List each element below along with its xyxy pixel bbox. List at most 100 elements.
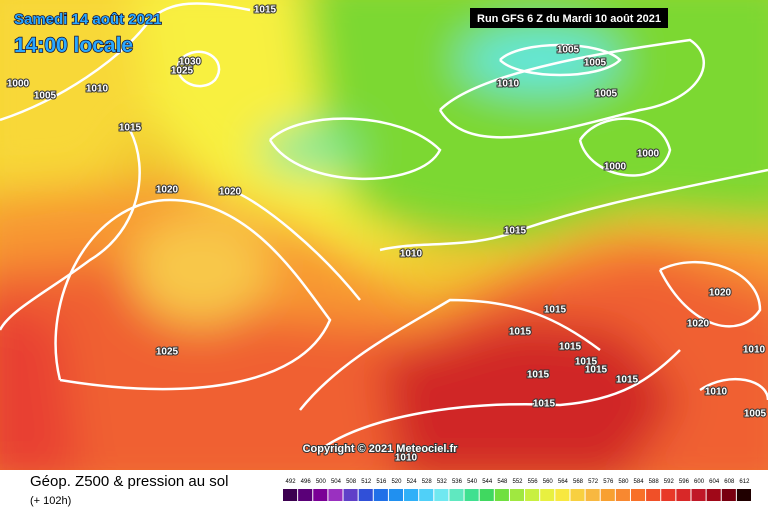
scale-swatch [540, 489, 555, 501]
scale-label: 512 [361, 479, 372, 485]
scale-label: 540 [467, 479, 478, 485]
scale-label: 612 [739, 479, 750, 485]
scale-label: 520 [391, 479, 402, 485]
isobar-label: 1010 [86, 84, 109, 95]
scale-label: 524 [407, 479, 418, 485]
isobar-label: 1015 [504, 226, 527, 237]
isobar-label: 1010 [743, 345, 766, 356]
scale-swatch [646, 489, 661, 501]
scale-label: 516 [376, 479, 387, 485]
scale-swatch [343, 489, 358, 501]
scale-swatch [298, 489, 313, 501]
isobar-label: 1010 [497, 79, 520, 90]
scale-swatch [585, 489, 600, 501]
isobar-label: 1005 [584, 58, 607, 69]
isobar-label: 1015 [533, 399, 556, 410]
scale-label: 552 [512, 479, 523, 485]
scale-swatch [283, 489, 298, 501]
scale-label: 496 [301, 479, 312, 485]
scale-label: 572 [588, 479, 599, 485]
isobar-label: 1000 [604, 162, 627, 173]
scale-swatch [479, 489, 494, 501]
scale-swatch [449, 489, 464, 501]
scale-swatch [661, 489, 676, 501]
scale-label: 532 [437, 479, 448, 485]
color-scale: 492 496 500 504 508 512 516 520 524 528 532 536 540 5… [283, 479, 751, 501]
scale-label: 556 [528, 479, 539, 485]
scale-swatch [313, 489, 328, 501]
scale-label: 592 [664, 479, 675, 485]
scale-swatch [736, 489, 751, 501]
scale-label: 584 [634, 479, 645, 485]
isobars [0, 2, 768, 452]
scale-label: 576 [603, 479, 614, 485]
isobar-label: 1010 [395, 453, 418, 464]
footer-title: Géop. Z500 & pression au sol [30, 473, 228, 490]
scale-swatch [615, 489, 630, 501]
scale-swatch [358, 489, 373, 501]
scale-label: 560 [543, 479, 554, 485]
forecast-time: 14:00 locale [14, 34, 133, 57]
isobar-label: 1005 [744, 409, 767, 420]
scale-swatch [388, 489, 404, 501]
scale-swatch [676, 489, 691, 501]
isobar-label: 1005 [34, 91, 57, 102]
scale-swatch [419, 489, 434, 501]
scale-swatch [630, 489, 646, 501]
isobar-label: 1010 [400, 249, 423, 260]
isobar-label: 1025 [171, 66, 194, 77]
copyright: Copyright © 2021 Meteociel.fr [303, 443, 459, 455]
scale-swatch [509, 489, 525, 501]
isobar-label: 1015 [575, 357, 598, 368]
isobar-label: 1005 [595, 89, 618, 100]
scale-swatch [328, 489, 343, 501]
isobar-label: 1015 [119, 123, 142, 134]
isobar-label: 1015 [616, 375, 639, 386]
scale-swatch [555, 489, 570, 501]
scale-label: 492 [286, 479, 297, 485]
scale-label: 564 [558, 479, 569, 485]
scale-swatch [570, 489, 585, 501]
isobar-label: 1005 [557, 45, 580, 56]
isobar-label: 1015 [544, 305, 567, 316]
isobar-label: 1000 [7, 79, 30, 90]
isobar-label: 1015 [509, 327, 532, 338]
scale-label: 508 [346, 479, 357, 485]
isobar-label: 1020 [219, 187, 242, 198]
scale-swatch [706, 489, 721, 501]
run-label: Run GFS 6 Z du Mardi 10 août 2021 [477, 13, 661, 25]
isobar-label: 1030 [179, 57, 202, 68]
scale-swatch [494, 489, 509, 501]
isobar-label: 1020 [156, 185, 179, 196]
field [0, 0, 768, 470]
scale-label: 544 [482, 479, 493, 485]
scale-swatch [373, 489, 388, 501]
isobar-label: 1015 [254, 5, 277, 16]
scale-label: 580 [618, 479, 629, 485]
scale-swatch [434, 489, 449, 501]
isobar-label: 1015 [559, 342, 582, 353]
scale-label: 568 [573, 479, 584, 485]
scale-swatch [525, 489, 540, 501]
scale-label: 528 [422, 479, 433, 485]
scale-label: 504 [331, 479, 342, 485]
isobar-label: 1010 [705, 387, 728, 398]
scale-label: 536 [452, 479, 463, 485]
scale-label: 548 [497, 479, 508, 485]
isobar-label: 1020 [709, 288, 732, 299]
run-box [470, 8, 668, 28]
scale-label: 596 [679, 479, 690, 485]
footer-lead: (+ 102h) [30, 495, 71, 507]
scale-label: 500 [316, 479, 327, 485]
scale-label: 600 [694, 479, 705, 485]
isobar-label: 1020 [687, 319, 710, 330]
scale-swatch [464, 489, 479, 501]
scale-label: 604 [709, 479, 720, 485]
isobar-label: 1000 [637, 149, 660, 160]
scale-label: 588 [649, 479, 660, 485]
forecast-date: Samedi 14 août 2021 [14, 11, 162, 28]
scale-swatch [404, 489, 419, 501]
scale-swatch [691, 489, 706, 501]
